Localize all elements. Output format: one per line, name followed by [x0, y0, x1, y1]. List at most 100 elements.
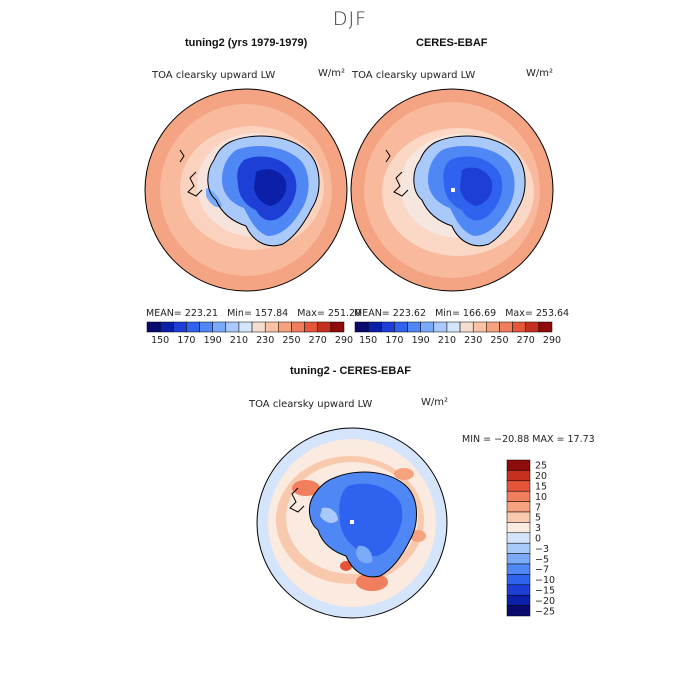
left-map-border	[144, 88, 348, 292]
left-map-south-america-tip	[187, 171, 203, 197]
right-min: Min= 166.69	[435, 308, 497, 319]
left-max: Max= 251.20	[297, 308, 362, 319]
right-map-south-america-tip	[393, 171, 409, 197]
left-colorbar-swatch	[291, 321, 305, 333]
diff-colorbar-tick-label: 25	[535, 461, 547, 472]
diff-map-hotspot-5	[410, 530, 426, 542]
right-colorbar-swatch	[512, 321, 526, 333]
diff-colorbar-swatch	[506, 605, 531, 617]
left-mean: MEAN= 223.21	[146, 308, 219, 319]
diff-map	[257, 428, 447, 618]
left-colorbar-tick-label: 230	[256, 335, 274, 346]
right-units-label: W/m²	[526, 68, 554, 79]
diff-colorbar-swatch	[506, 542, 531, 554]
left-units-label: W/m²	[318, 68, 346, 79]
diff-map-ice-shelf	[320, 507, 338, 523]
diff-colorbar-swatch	[506, 470, 531, 482]
right-colorbar-swatch	[420, 321, 435, 333]
left-colorbar-swatch	[304, 321, 318, 333]
left-colorbar-swatch	[278, 321, 292, 333]
left-colorbar-swatch	[317, 321, 332, 333]
right-colorbar-swatch	[525, 321, 540, 333]
right-colorbar-tick-label: 190	[412, 335, 430, 346]
right-panel-title: CERES-EBAF	[416, 37, 488, 49]
diff-colorbar-swatch	[506, 594, 531, 606]
diff-colorbar-tick-label: −15	[535, 586, 555, 597]
right-colorbar-swatch	[459, 321, 474, 333]
diff-colorbar-tick-label: 10	[535, 492, 547, 503]
diff-colorbar-tick-label: −25	[535, 606, 555, 617]
diff-units-label: W/m²	[421, 397, 449, 408]
diff-colorbar-tick-label: 15	[535, 482, 547, 493]
right-colorbar-swatch	[394, 321, 408, 333]
right-map-pole-marker	[451, 188, 455, 192]
diff-map-border	[256, 427, 448, 619]
right-colorbar-swatch	[407, 321, 421, 333]
right-colorbar-swatch	[381, 321, 395, 333]
left-colorbar-swatch	[225, 321, 240, 333]
right-colorbar-tick-label: 170	[385, 335, 403, 346]
left-colorbar-tick-label: 250	[282, 335, 300, 346]
diff-colorbar-swatch	[506, 480, 531, 492]
left-colorbar-swatch	[173, 321, 187, 333]
right-colorbar-tick-label: 270	[517, 335, 535, 346]
right-map-plateau-core	[460, 167, 493, 206]
diff-map-hotspot-3	[356, 573, 388, 591]
diff-colorbar-swatch	[506, 501, 531, 513]
diff-map-continent-core	[339, 483, 403, 557]
left-colorbar-tick-label: 290	[335, 335, 353, 346]
right-colorbar-swatch	[367, 321, 382, 333]
left-colorbar-tick-label: 190	[204, 335, 222, 346]
right-colorbar-swatch	[446, 321, 461, 333]
left-colorbar-swatch	[159, 321, 174, 333]
right-colorbar-swatch	[472, 321, 487, 333]
right-colorbar-swatch	[499, 321, 513, 333]
diff-colorbar-tick-label: −3	[535, 544, 549, 555]
diff-panel-title: tuning2 - CERES-EBAF	[290, 365, 411, 377]
diff-colorbar-swatch	[506, 563, 531, 575]
left-map	[145, 89, 347, 291]
diff-map-ross-area	[356, 545, 373, 564]
right-mean: MEAN= 223.62	[354, 308, 427, 319]
left-stats: MEAN= 223.21 Min= 157.84 Max= 251.20	[146, 308, 361, 319]
diff-colorbar-swatch	[506, 532, 531, 544]
left-map-plateau-core	[254, 169, 287, 206]
diff-colorbar-swatch	[506, 490, 531, 502]
diff-colorbar-tick-label: −5	[535, 554, 549, 565]
right-colorbar-tick-label: 290	[543, 335, 561, 346]
diff-colorbar-swatch	[506, 553, 531, 565]
right-map-border	[350, 88, 554, 292]
diff-colorbar-tick-label: −10	[535, 575, 555, 586]
right-colorbar-swatch	[433, 321, 448, 333]
right-colorbar-swatch	[354, 321, 369, 333]
diff-colorbar-tick-label: 7	[535, 502, 541, 513]
left-colorbar-swatch	[212, 321, 227, 333]
left-variable-label: TOA clearsky upward LW	[152, 70, 276, 81]
right-colorbar-tick-label: 150	[359, 335, 377, 346]
left-colorbar-swatch	[251, 321, 266, 333]
left-colorbar-swatch	[186, 321, 200, 333]
left-colorbar-tick-label: 210	[230, 335, 248, 346]
diff-colorbar-swatch	[506, 584, 531, 596]
diff-variable-label: TOA clearsky upward LW	[249, 399, 373, 410]
diff-map-south-america-tip	[289, 487, 305, 513]
left-colorbar-swatch	[238, 321, 253, 333]
diff-colorbar-tick-label: −20	[535, 596, 555, 607]
diff-map-hotspot-4	[340, 561, 352, 571]
left-colorbar: 150 170 190 210 230 250 270 290	[146, 321, 353, 346]
right-map	[351, 89, 553, 291]
diff-colorbar-tick-label: 5	[535, 513, 541, 524]
diff-colorbar-swatch	[506, 574, 531, 586]
right-colorbar-swatch	[486, 321, 500, 333]
diff-colorbar-swatch	[506, 459, 531, 471]
right-stats: MEAN= 223.62 Min= 166.69 Max= 253.64	[354, 308, 569, 319]
left-min: Min= 157.84	[227, 308, 289, 319]
left-colorbar-swatch	[199, 321, 213, 333]
right-variable-label: TOA clearsky upward LW	[352, 70, 476, 81]
diff-colorbar-tick-label: 20	[535, 471, 547, 482]
right-colorbar-tick-label: 210	[438, 335, 456, 346]
left-colorbar-swatch	[146, 321, 161, 333]
left-colorbar-tick-label: 170	[177, 335, 195, 346]
